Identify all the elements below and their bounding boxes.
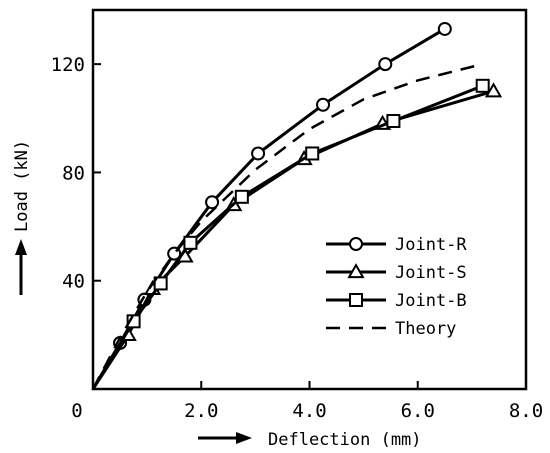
legend-item-joint-r: Joint-R: [326, 235, 467, 255]
legend-marker-joint-s: [347, 263, 365, 279]
legend-item-joint-s: Joint-S: [326, 263, 467, 283]
x-axis-title-group: Deflection (mm): [198, 430, 422, 450]
y-tick-label: 80: [62, 162, 85, 184]
plot-frame: [91, 8, 528, 391]
data-point-joint-r: [205, 195, 220, 210]
data-point-joint-r: [437, 21, 452, 36]
series-theory: [91, 62, 484, 390]
legend-label-theory: Theory: [395, 319, 456, 339]
data-point-joint-b: [153, 276, 168, 291]
data-point-joint-b: [475, 78, 490, 93]
y-tick-label: 120: [51, 54, 85, 76]
x-tick-label: 4.0: [292, 400, 326, 422]
y-tick-label: 40: [62, 271, 85, 293]
series-layer: [91, 21, 503, 390]
data-point-joint-r: [378, 57, 393, 72]
legend-marker-joint-r: [349, 237, 363, 251]
legend-marker-joint-b: [349, 293, 363, 307]
legend-item-theory: Theory: [326, 319, 456, 339]
legend-label-joint-r: Joint-R: [395, 235, 467, 255]
data-point-joint-r: [316, 97, 331, 112]
x-axis-arrow-icon: [236, 432, 252, 444]
tick-layer: 0 2.0 4.0 6.0 8.0 40 80 120: [51, 54, 543, 422]
x-tick-label: 2.0: [184, 400, 218, 422]
data-point-joint-b: [183, 235, 198, 250]
legend-item-joint-b: Joint-B: [326, 291, 467, 311]
data-point-joint-b: [234, 189, 249, 204]
legend: Joint-R Joint-S Joint-B Theory: [326, 235, 467, 339]
legend-label-joint-b: Joint-B: [395, 291, 467, 311]
y-axis-title-group: Load (kN): [12, 140, 32, 295]
data-point-joint-r: [251, 146, 266, 161]
plot-area-border: [91, 8, 528, 391]
y-axis-arrow-icon: [15, 239, 27, 255]
data-point-joint-s: [484, 82, 503, 98]
series-line-joint-r: [91, 27, 446, 390]
x-tick-label: 0: [71, 400, 82, 422]
x-tick-label: 8.0: [509, 400, 543, 422]
series-joint-b: [91, 78, 490, 390]
y-axis-title: Load (kN): [12, 140, 32, 232]
x-axis-title: Deflection (mm): [268, 430, 422, 450]
legend-label-joint-s: Joint-S: [395, 263, 467, 283]
data-point-joint-b: [305, 146, 320, 161]
x-tick-label: 6.0: [401, 400, 435, 422]
series-line-theory: [91, 62, 484, 390]
data-point-joint-b: [386, 113, 401, 128]
